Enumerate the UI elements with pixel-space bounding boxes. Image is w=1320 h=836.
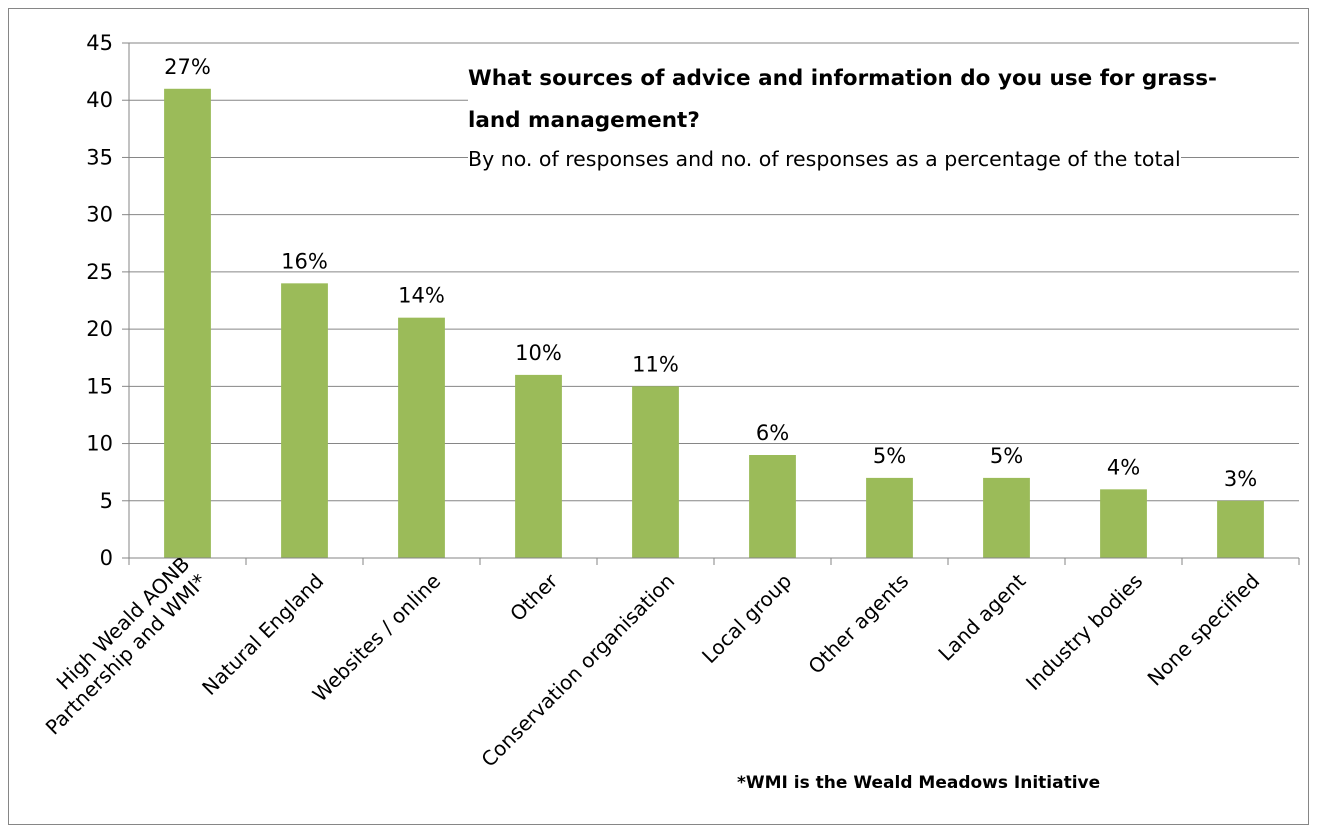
- x-tick-label-line: Natural England: [197, 569, 328, 700]
- x-tick-label: Websites / online: [308, 569, 446, 707]
- data-label: 16%: [281, 249, 328, 273]
- axes: [122, 42, 1300, 565]
- data-label: 11%: [632, 352, 679, 376]
- bar: [398, 317, 445, 558]
- data-label: 5%: [873, 444, 906, 468]
- bar: [866, 477, 913, 558]
- bar: [749, 455, 796, 558]
- x-tick-label-line: Partnership and WMI*: [41, 569, 212, 740]
- data-label: 4%: [1107, 455, 1140, 479]
- chart-title-line-1: What sources of advice and information d…: [468, 66, 1217, 91]
- data-label: 3%: [1224, 467, 1257, 491]
- x-tick-label: Land agent: [933, 569, 1030, 666]
- x-tick-label: Local group: [697, 569, 796, 668]
- x-tick-label: Industry bodies: [1021, 569, 1147, 695]
- y-tick-label: 40: [86, 88, 113, 112]
- chart-title-line-2: land management?: [468, 108, 700, 133]
- x-tick-label: Conservation organisation: [476, 569, 679, 772]
- data-label: 14%: [398, 284, 445, 308]
- bar: [515, 374, 562, 558]
- x-tick-label: Natural England: [197, 569, 328, 700]
- y-tick-label: 10: [86, 432, 113, 456]
- x-tick-label: None specified: [1143, 569, 1265, 691]
- data-label: 10%: [515, 341, 562, 365]
- y-tick-label: 30: [86, 203, 113, 227]
- x-tick-label: Other: [505, 568, 563, 626]
- y-tick-label: 20: [86, 317, 113, 341]
- x-tick-label-line: Industry bodies: [1021, 569, 1147, 695]
- y-tick-label: 35: [86, 145, 113, 169]
- bar: [632, 386, 679, 558]
- x-tick-label-line: Other agents: [803, 569, 913, 679]
- x-tick-label-line: Local group: [697, 569, 796, 668]
- x-tick-label-line: Other: [505, 568, 563, 626]
- y-tick-label: 5: [100, 489, 113, 513]
- x-tick-label-line: Websites / online: [308, 569, 446, 707]
- bar: [164, 88, 211, 559]
- y-tick-label: 45: [86, 31, 113, 55]
- data-label: 6%: [756, 421, 789, 445]
- chart-footnote: *WMI is the Weald Meadows Initiative: [737, 773, 1101, 793]
- bar: [983, 477, 1030, 558]
- bars: [164, 88, 1264, 559]
- y-tick-label: 25: [86, 260, 113, 284]
- y-tick-label: 0: [100, 546, 113, 570]
- x-tick-label-line: None specified: [1143, 569, 1265, 691]
- bar: [1217, 500, 1264, 558]
- bar: [281, 283, 328, 558]
- chart-title: What sources of advice and information d…: [468, 58, 1302, 142]
- x-tick-label-line: Land agent: [933, 569, 1030, 666]
- data-label: 5%: [990, 444, 1023, 468]
- x-tick-label-line: Conservation organisation: [476, 569, 679, 772]
- x-tick-label: Other agents: [803, 569, 913, 679]
- y-tick-label: 15: [86, 374, 113, 398]
- data-label: 27%: [164, 55, 211, 79]
- bar: [1100, 489, 1147, 558]
- chart-subtitle: By no. of responses and no. of responses…: [468, 147, 1181, 171]
